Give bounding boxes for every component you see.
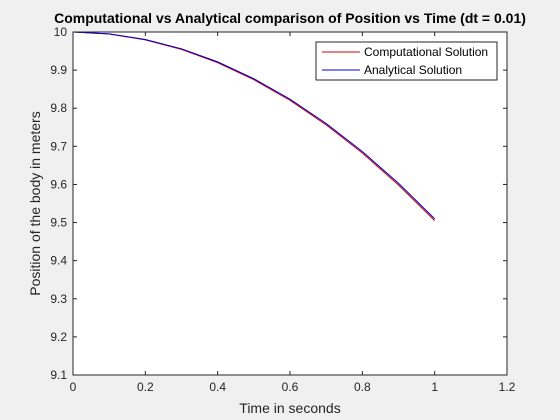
y-tick-label: 9.4	[50, 254, 67, 268]
legend-label-0: Computational Solution	[364, 45, 488, 59]
y-tick-label: 9.3	[50, 292, 67, 306]
y-tick-label: 9.7	[50, 139, 67, 153]
series-line-1	[72, 31, 436, 220]
legend: Computational Solution Analytical Solutio…	[315, 41, 498, 81]
y-tick-label: 9.2	[50, 330, 67, 344]
x-tick-label: 1	[431, 380, 438, 394]
x-tick-label: 0	[70, 380, 77, 394]
chart-title: Computational vs Analytical comparison o…	[54, 10, 526, 26]
y-tick-label: 9.5	[50, 216, 67, 230]
y-tick-label: 9.8	[50, 101, 67, 115]
x-tick-label: 0.6	[282, 380, 299, 394]
y-axis-label: Position of the body in meters	[27, 111, 43, 295]
legend-label-1: Analytical Solution	[364, 63, 462, 77]
y-tick-label: 9.9	[50, 63, 67, 77]
legend-box	[315, 41, 498, 81]
x-tick-label: 0.8	[354, 380, 371, 394]
x-tick-label: 1.2	[499, 380, 516, 394]
x-tick-label: 0.4	[209, 380, 226, 394]
series-layer	[72, 31, 436, 222]
x-tick-label: 0.2	[137, 380, 154, 394]
x-axis-label: Time in seconds	[239, 400, 340, 416]
y-tick-label: 9.6	[50, 177, 67, 191]
y-tick-label: 9.1	[50, 368, 67, 382]
y-tick-label: 10	[54, 25, 68, 39]
axes-layer: 0 0.2 0.4 0.6 0.8 1 1.2 9.1 9.2 9.3 9.4 9.5 9.6 9.7 9.…	[50, 25, 515, 394]
plot-area	[73, 32, 507, 375]
